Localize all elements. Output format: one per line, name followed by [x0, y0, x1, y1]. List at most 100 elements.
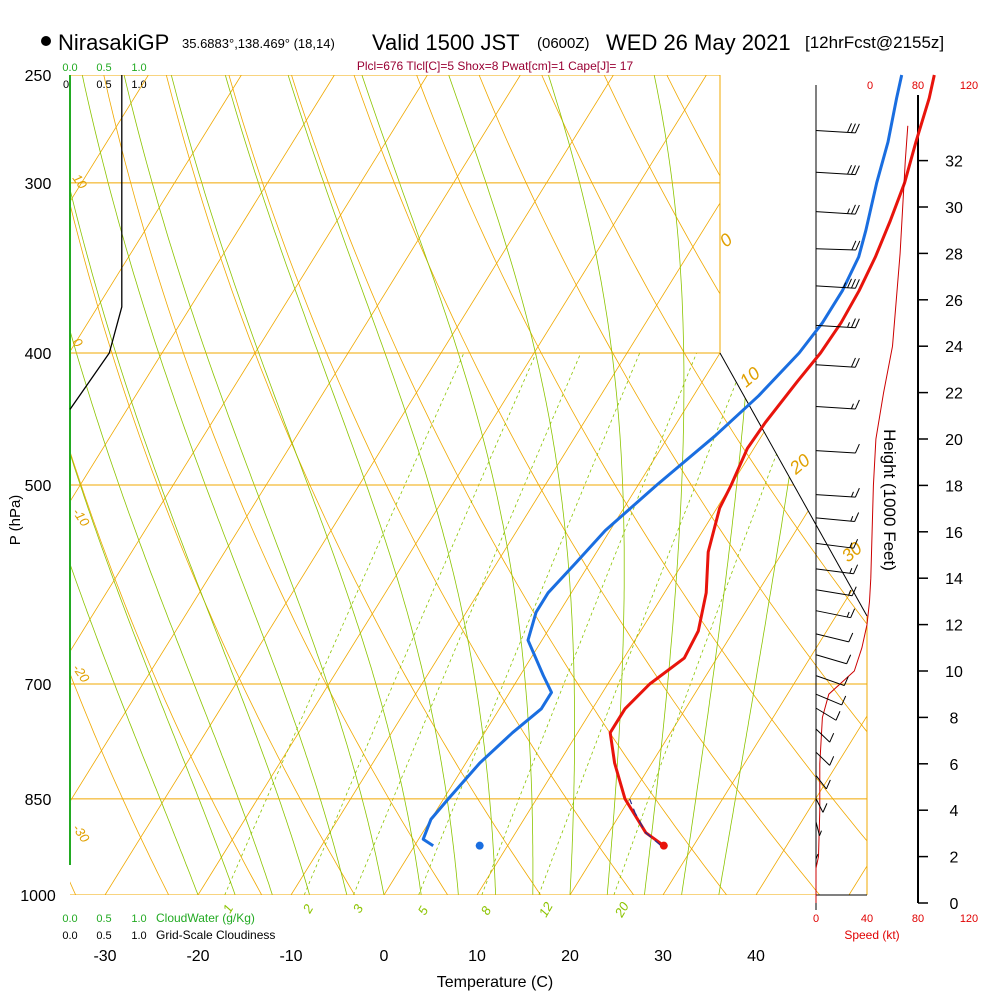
stability-indices: Plcl=676 Tlcl[C]=5 Shox=8 Pwat[cm]=1 Cap… — [357, 59, 634, 73]
wind-barb-shaft — [815, 675, 845, 687]
wind-barb — [815, 845, 819, 860]
height-tick-label: 14 — [945, 571, 963, 588]
temperature-tick-label: 40 — [747, 948, 765, 965]
wind-barb-feather — [850, 318, 856, 328]
wind-barb — [815, 798, 828, 813]
wind-barb-feather — [847, 164, 852, 175]
wind-barb-shaft — [815, 248, 856, 251]
parcel-line — [629, 798, 662, 847]
isotherm-line — [70, 75, 242, 353]
wind-barb-feather — [851, 240, 857, 251]
wind-barb-shaft — [815, 775, 827, 790]
wind-barb-shaft — [815, 693, 842, 706]
dry-adiabat-label: -30 — [70, 821, 94, 846]
x-axis-title: Temperature (C) — [437, 974, 553, 991]
temperature-tick-label: -30 — [93, 948, 116, 965]
cloudwater-top-tick: 1.0 — [131, 62, 146, 74]
wind-barb — [815, 654, 852, 665]
mixing-ratio-line — [418, 352, 641, 895]
wind-barb-shaft — [815, 798, 824, 813]
height-tick-label: 6 — [950, 757, 959, 774]
wind-barb-feather — [850, 204, 856, 215]
moist-adiabat-line — [70, 187, 310, 895]
mixing-ratio-line — [481, 352, 697, 895]
wind-barb-shaft — [815, 751, 831, 766]
wind-barb-shaft — [815, 633, 849, 643]
height-axis-title: Height (1000 Feet) — [880, 429, 899, 571]
mixing-ratio-line — [353, 352, 582, 895]
pressure-tick-label: 400 — [25, 346, 52, 363]
temperature-line — [608, 74, 936, 847]
speed-top-tick: 120 — [960, 80, 978, 92]
pressure-tick-label: 500 — [25, 478, 52, 495]
wind-barb-half-feather — [850, 403, 854, 409]
wind-barb — [815, 487, 860, 498]
speed-label: Speed (kt) — [844, 928, 899, 942]
wind-barb-shaft — [815, 285, 856, 289]
wind-barb-feather — [854, 487, 860, 498]
wind-barb-feather — [850, 278, 856, 289]
wind-barb-feather — [825, 779, 831, 790]
wind-barb — [815, 675, 849, 687]
wind-barb-feather — [835, 711, 841, 721]
mixing-ratio-label: 20 — [611, 899, 632, 921]
wind-barb-shaft — [815, 728, 831, 743]
wind-barb-feather — [848, 632, 854, 643]
cloudiness-label: Grid-Scale Cloudiness — [156, 928, 275, 942]
surface-temperature-dot — [659, 841, 668, 850]
height-tick-label: 10 — [945, 664, 963, 681]
height-tick-label: 30 — [945, 200, 963, 217]
wind-barb-shaft — [815, 211, 856, 215]
wind-barb-shaft — [815, 450, 856, 454]
cloudiness-line — [69, 75, 123, 410]
height-tick-label: 18 — [945, 478, 963, 495]
forecast-label: [12hrFcst@2155z] — [805, 33, 944, 52]
wind-barb — [815, 821, 822, 836]
dry-adiabat-line — [416, 75, 867, 842]
height-tick-label: 12 — [945, 618, 963, 635]
wind-barb-feather — [854, 123, 860, 134]
station-coords: 35.6883°,138.469° (18,14) — [182, 36, 335, 51]
wind-barb — [815, 278, 860, 289]
wind-barb-feather — [854, 443, 860, 454]
mixing-ratio-label: 8 — [478, 903, 495, 917]
dry-adiabat-line — [353, 75, 821, 895]
cloudwater-label: CloudWater (g/Kg) — [156, 911, 255, 925]
wind-barb-half-feather — [815, 853, 819, 860]
wind-barb-feather — [854, 204, 860, 215]
speed-bottom-tick: 40 — [861, 913, 873, 925]
mixing-ratio-label: 12 — [536, 899, 557, 920]
height-tick-label: 28 — [945, 246, 963, 263]
y-axis-title: P (hPa) — [7, 495, 24, 546]
wind-barb — [815, 728, 835, 743]
wind-barb-shaft — [815, 654, 847, 665]
dry-adiabat-line — [980, 75, 1000, 895]
height-tick-label: 22 — [945, 386, 963, 403]
temperature-tick-label: 0 — [380, 948, 389, 965]
wind-barb-feather — [847, 123, 852, 133]
height-tick-label: 0 — [950, 896, 959, 913]
mixing-ratio-label: 3 — [350, 901, 367, 915]
isotherm-line — [662, 565, 867, 895]
wind-barb-half-feather — [849, 542, 853, 548]
wind-barb-shaft — [815, 517, 855, 523]
wind-barb-feather — [855, 240, 861, 251]
temperature-tick-label: -20 — [186, 948, 209, 965]
wind-speed-line — [815, 125, 909, 903]
dry-adiabat-line — [70, 450, 263, 895]
dry-adiabat-line — [228, 75, 635, 895]
speed-bottom-tick: 120 — [960, 913, 978, 925]
pressure-tick-label: 300 — [25, 176, 52, 193]
mixing-ratio-line — [303, 352, 537, 895]
moist-adiabat-line — [81, 75, 348, 895]
station-name: NirasakiGP — [58, 30, 169, 55]
wind-barb-shaft — [815, 707, 837, 721]
valid-zulu: (0600Z) — [537, 35, 590, 52]
dry-adiabat-line — [478, 75, 867, 733]
height-tick-label: 8 — [950, 710, 959, 727]
wind-barb-shaft — [815, 589, 853, 597]
temperature-tick-label: 20 — [561, 948, 579, 965]
dry-adiabat-line — [103, 75, 449, 895]
speed-bottom-tick: 0 — [813, 913, 819, 925]
